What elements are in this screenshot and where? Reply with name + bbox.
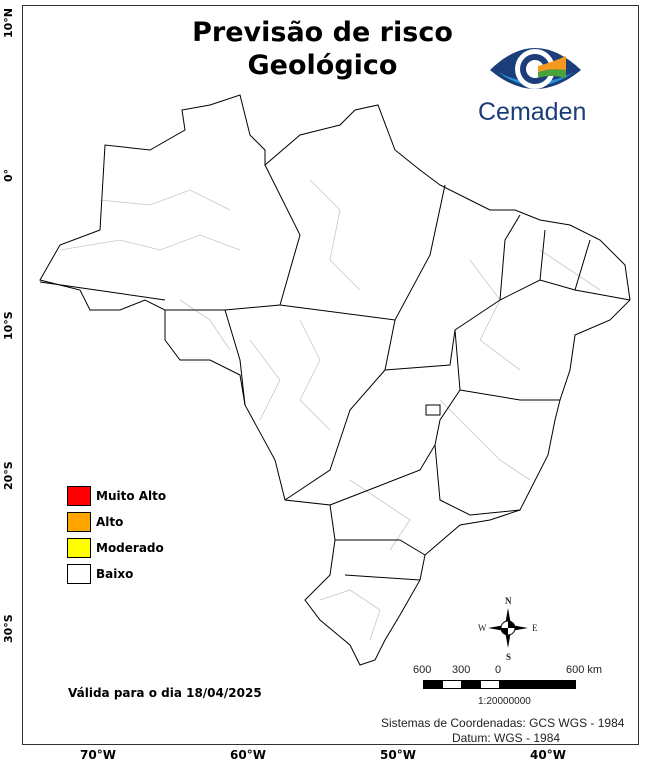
legend-label: Baixo (96, 567, 134, 581)
legend-item-muito-alto: Muito Alto (67, 486, 166, 506)
legend-swatch (67, 486, 91, 506)
valid-date: Válida para o dia 18/04/2025 (68, 686, 262, 700)
state-boundaries (39, 164, 631, 581)
legend-label: Moderado (96, 541, 164, 555)
cemaden-logo (490, 48, 581, 89)
legend-item-baixo: Baixo (67, 564, 133, 584)
coordinate-system: Sistemas de Coordenadas: GCS WGS - 1984 (381, 716, 625, 730)
legend-swatch (67, 564, 91, 584)
compass-rose-icon (488, 608, 528, 648)
municipal-boundaries (59, 179, 601, 641)
compass-w: W (478, 623, 487, 633)
scale-label: 600 (413, 664, 432, 676)
map-frame (22, 5, 639, 745)
scale-label: 300 (452, 664, 471, 676)
legend-swatch (67, 538, 91, 558)
legend-item-alto: Alto (67, 512, 123, 532)
compass-s: S (506, 652, 512, 662)
map-title: Previsão de risco Geológico (170, 16, 475, 82)
compass-n: N (505, 596, 512, 606)
brazil-outline (39, 94, 631, 666)
lon-label: 50°W (380, 748, 416, 762)
title-line-2: Geológico (247, 50, 398, 81)
compass-e: E (532, 623, 538, 633)
scale-label: 0 (495, 664, 502, 676)
legend-item-moderado: Moderado (67, 538, 164, 558)
cemaden-logo-text: Cemaden (478, 98, 587, 126)
legend-swatch (67, 512, 91, 532)
scale-label: 600 km (566, 664, 603, 676)
legend-label: Alto (96, 515, 124, 529)
scale-bar (423, 680, 576, 689)
lon-label: 40°W (530, 748, 566, 762)
title-line-1: Previsão de risco (192, 17, 453, 48)
lon-label: 60°W (230, 748, 266, 762)
scale-ratio: 1:20000000 (478, 696, 531, 707)
lon-label: 70°W (80, 748, 116, 762)
legend-label: Muito Alto (96, 489, 167, 503)
datum: Datum: WGS - 1984 (452, 731, 561, 745)
